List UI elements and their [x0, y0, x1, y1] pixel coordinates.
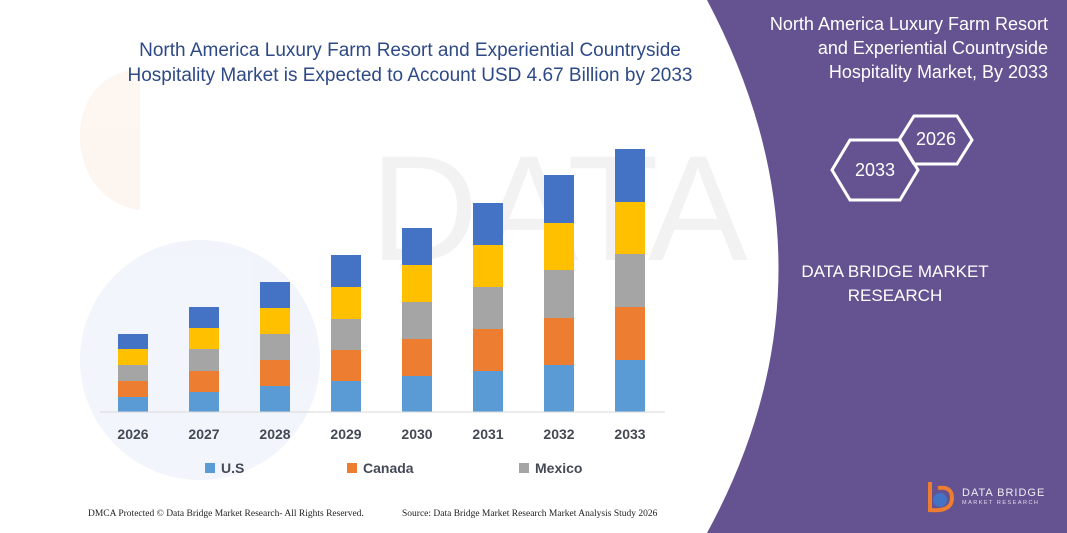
x-tick-label: 2028	[259, 426, 290, 442]
bar-segment-2027-3	[189, 349, 219, 371]
hex-label-start: 2026	[915, 129, 957, 149]
bar-segment-2032-4	[544, 223, 574, 270]
x-tick-labels: 2026 2027 2028 2029 2030 2031 2032 2033	[117, 426, 645, 442]
bar-segment-2033-1	[615, 360, 645, 412]
bar-segment-2027-2	[189, 371, 219, 392]
bar-segment-2028-4	[260, 308, 290, 334]
bar-segment-2026-1	[118, 397, 148, 412]
x-tick-label: 2027	[188, 426, 219, 442]
bar-segment-2029-2	[331, 350, 361, 381]
bar-segment-2028-2	[260, 360, 290, 386]
bar-segment-2033-2	[615, 307, 645, 360]
bar-segment-2029-5	[331, 255, 361, 287]
hex-label-end: 2033	[854, 160, 896, 180]
x-tick-label: 2029	[330, 426, 361, 442]
bar-segment-2027-4	[189, 328, 219, 349]
legend-swatch	[519, 463, 529, 473]
bar-segment-2032-1	[544, 365, 574, 412]
legend-label: U.S	[221, 460, 245, 476]
bar-segment-2032-2	[544, 318, 574, 365]
legend-item: Canada	[347, 460, 414, 476]
bar-segment-2033-3	[615, 254, 645, 307]
hexagon-2033-icon	[830, 138, 920, 202]
bar-segment-2028-5	[260, 282, 290, 308]
bar-segment-2027-1	[189, 392, 219, 412]
logo-text: DATA BRIDGE	[962, 487, 1046, 499]
legend-item: Mexico	[519, 460, 582, 476]
bar-segment-2031-1	[473, 371, 503, 412]
bar-segment-2030-5	[402, 228, 432, 265]
bar-segment-2032-3	[544, 270, 574, 318]
bar-segment-2031-5	[473, 203, 503, 245]
logo-subtext: MARKET RESEARCH	[962, 500, 1040, 506]
x-tick-label: 2033	[614, 426, 645, 442]
logo-icon	[928, 482, 955, 513]
bar-segment-2030-1	[402, 376, 432, 412]
x-tick-label: 2030	[401, 426, 432, 442]
bar-segment-2031-2	[473, 329, 503, 371]
chart-title: North America Luxury Farm Resort and Exp…	[127, 40, 693, 86]
brand-label: DATA BRIDGE MARKET RESEARCH	[801, 262, 989, 305]
legend-item: U.S	[205, 460, 244, 476]
bar-segment-2030-2	[402, 339, 432, 376]
x-tick-label: 2031	[472, 426, 503, 442]
bar-segment-2026-5	[118, 334, 148, 349]
footer-copyright: DMCA Protected © Data Bridge Market Rese…	[88, 509, 364, 519]
legend-label: Canada	[363, 460, 414, 476]
bar-segment-2026-2	[118, 381, 148, 397]
bar-segment-2026-4	[118, 349, 148, 365]
legend-swatch	[347, 463, 357, 473]
bar-segment-2027-5	[189, 307, 219, 328]
bar-segment-2033-5	[615, 149, 645, 202]
panel-title: North America Luxury Farm Resort and Exp…	[769, 14, 1048, 82]
side-panel	[707, 0, 1067, 533]
bar-segment-2033-4	[615, 202, 645, 254]
bar-segment-2029-4	[331, 287, 361, 319]
legend-label: Mexico	[535, 460, 583, 476]
bar-group	[118, 149, 645, 412]
bar-segment-2029-3	[331, 319, 361, 350]
footer-source: Source: Data Bridge Market Research Mark…	[402, 509, 658, 519]
bar-segment-2032-5	[544, 175, 574, 223]
bar-segment-2030-3	[402, 302, 432, 339]
x-tick-label: 2026	[117, 426, 148, 442]
legend-swatch	[205, 463, 215, 473]
bar-segment-2028-1	[260, 386, 290, 412]
bar-segment-2031-4	[473, 245, 503, 287]
x-tick-label: 2032	[543, 426, 574, 442]
bar-segment-2030-4	[402, 265, 432, 302]
bar-segment-2026-3	[118, 365, 148, 381]
bar-segment-2028-3	[260, 334, 290, 360]
bar-segment-2031-3	[473, 287, 503, 329]
bar-segment-2029-1	[331, 381, 361, 412]
